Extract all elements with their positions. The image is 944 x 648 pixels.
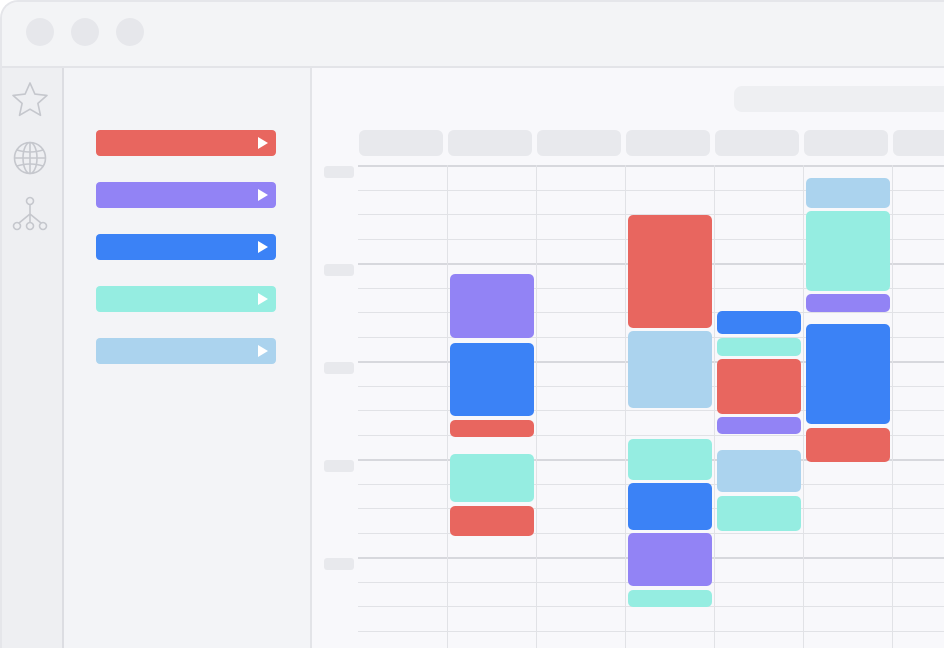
event-block[interactable] (806, 324, 890, 424)
event-block[interactable] (628, 483, 712, 530)
grid-vline (625, 165, 626, 648)
day-header[interactable] (448, 130, 532, 156)
event-block[interactable] (806, 294, 890, 312)
window-control-dot[interactable] (116, 18, 144, 46)
event-block[interactable] (450, 343, 534, 416)
grid-hline (358, 214, 944, 215)
calendar-item-blue[interactable] (96, 234, 276, 260)
window-control-dot[interactable] (71, 18, 99, 46)
day-header[interactable] (804, 130, 888, 156)
grid-hline (358, 410, 944, 411)
grid-hline (358, 189, 944, 191)
event-block[interactable] (717, 496, 801, 531)
play-icon (258, 189, 268, 201)
event-block[interactable] (806, 211, 890, 291)
grid-vline (536, 165, 537, 648)
grid-hline (358, 165, 944, 167)
time-label (324, 558, 354, 570)
play-icon (258, 137, 268, 149)
org-tree-icon[interactable] (10, 194, 50, 234)
calendar-item-light-blue[interactable] (96, 338, 276, 364)
day-header[interactable] (893, 130, 944, 156)
time-label (324, 362, 354, 374)
calendar-item-purple[interactable] (96, 182, 276, 208)
event-block[interactable] (717, 311, 801, 334)
grid-vline (447, 165, 448, 648)
grid-hline (358, 434, 944, 436)
calendar-item-mint[interactable] (96, 286, 276, 312)
calendar-main (312, 68, 944, 648)
play-icon (258, 293, 268, 305)
event-block[interactable] (717, 338, 801, 356)
icon-rail (2, 68, 64, 648)
event-block[interactable] (717, 359, 801, 414)
event-block[interactable] (628, 533, 712, 586)
play-icon (258, 345, 268, 357)
time-label (324, 460, 354, 472)
time-label (324, 264, 354, 276)
title-bar (2, 2, 944, 68)
event-block[interactable] (628, 590, 712, 607)
event-block[interactable] (717, 417, 801, 434)
event-block[interactable] (717, 450, 801, 492)
time-label (324, 166, 354, 178)
event-block[interactable] (450, 454, 534, 502)
event-block[interactable] (806, 178, 890, 208)
event-block[interactable] (450, 420, 534, 437)
window-control-dot[interactable] (26, 18, 54, 46)
star-icon[interactable] (10, 80, 50, 120)
event-block[interactable] (628, 215, 712, 328)
event-block[interactable] (628, 331, 712, 408)
day-header[interactable] (626, 130, 710, 156)
grid-vline (803, 165, 804, 648)
toolbar-search-placeholder[interactable] (734, 86, 944, 112)
grid-vline (892, 165, 893, 648)
day-header[interactable] (715, 130, 799, 156)
calendar-item-red[interactable] (96, 130, 276, 156)
globe-icon[interactable] (10, 138, 50, 178)
grid-vline (714, 165, 715, 648)
event-block[interactable] (450, 274, 534, 338)
event-block[interactable] (628, 439, 712, 480)
calendar-sidebar (64, 68, 312, 648)
day-header[interactable] (359, 130, 443, 156)
event-block[interactable] (450, 506, 534, 536)
play-icon (258, 241, 268, 253)
event-block[interactable] (806, 428, 890, 462)
grid-hline (358, 630, 944, 632)
day-header[interactable] (537, 130, 621, 156)
